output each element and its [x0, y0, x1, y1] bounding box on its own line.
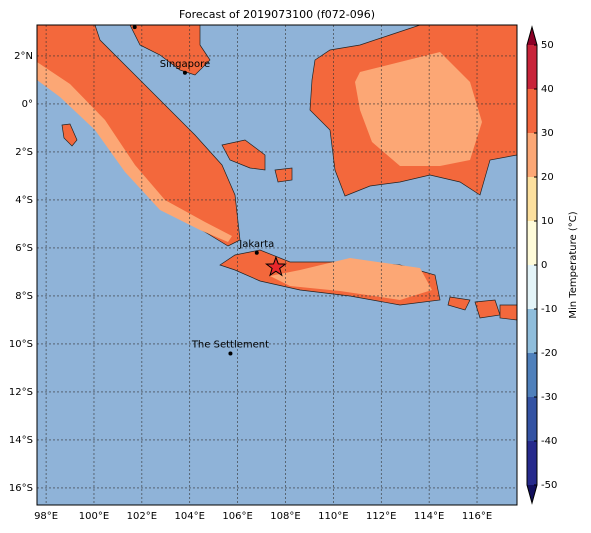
star-marker	[264, 255, 287, 277]
place-label: Jakarta	[238, 239, 274, 250]
place-dot	[182, 70, 187, 75]
place-dot	[254, 250, 259, 255]
y-tick-label: 10°S	[9, 339, 33, 350]
island	[61, 123, 78, 147]
colorbar-tick-label: 0	[541, 260, 547, 271]
sumatra-warm	[37, 62, 232, 242]
place-label: Singapore	[160, 59, 210, 70]
x-tick-label: 98°E	[34, 511, 58, 522]
borneo-warm	[355, 52, 482, 166]
x-tick-label: 114°E	[414, 511, 444, 522]
place-label: The Settlement	[191, 340, 269, 351]
colorbar-tick-label: -20	[541, 348, 557, 359]
colorbar-tick-label: -10	[541, 304, 557, 315]
colorbar-tick-label: 50	[541, 40, 554, 51]
title: Forecast of 2019073100 (f072-096)	[179, 8, 375, 21]
colorbar-band	[527, 441, 537, 485]
y-tick-label: 2°N	[14, 51, 33, 62]
y-tick-label: 16°S	[9, 483, 33, 494]
grid	[37, 25, 517, 505]
colorbar-band	[527, 89, 537, 133]
y-tick-label: 4°S	[15, 195, 33, 206]
colorbar-over	[527, 27, 537, 45]
x-tick-label: 104°E	[175, 511, 205, 522]
belitung	[274, 167, 293, 183]
colorbar-band	[527, 221, 537, 265]
x-tick-label: 102°E	[127, 511, 157, 522]
colorbar-tick-label: -40	[541, 436, 557, 447]
dot	[132, 25, 137, 30]
y-tick-label: 2°S	[15, 147, 33, 158]
colorbar-band	[527, 133, 537, 177]
x-tick-label: 108°E	[270, 511, 300, 522]
x-tick-label: 116°E	[462, 511, 492, 522]
colorbar-tick-label: -30	[541, 392, 557, 403]
x-tick-label: 112°E	[366, 511, 396, 522]
colorbar-band	[527, 353, 537, 397]
y-tick-label: 14°S	[9, 435, 33, 446]
y-tick-label: 12°S	[9, 387, 33, 398]
x-tick-label: 100°E	[79, 511, 109, 522]
colorbar-band	[527, 309, 537, 353]
colorbar-tick-label: 30	[541, 128, 554, 139]
map-frame	[36, 24, 518, 506]
place-dot	[228, 351, 233, 356]
colorbar-label: Min Temperature (°C)	[568, 211, 579, 318]
colorbar-under	[527, 485, 537, 503]
x-tick-label: 106°E	[222, 511, 252, 522]
bali	[447, 296, 471, 311]
java-warm	[270, 258, 432, 300]
colorbar-tick-label: 10	[541, 216, 554, 227]
sumbawa	[499, 304, 517, 321]
colorbar-tick-label: 40	[541, 84, 554, 95]
colorbar-band	[527, 177, 537, 221]
y-tick-label: 6°S	[15, 243, 33, 254]
y-tick-label: 0°	[22, 99, 33, 110]
colorbar-band	[527, 397, 537, 441]
colorbar-band	[527, 265, 537, 309]
colorbar-band	[527, 45, 537, 89]
colorbar-tick-label: -50	[541, 480, 557, 491]
bangka	[221, 139, 266, 171]
x-tick-label: 110°E	[318, 511, 348, 522]
colorbar-tick-label: 20	[541, 172, 554, 183]
y-tick-label: 8°S	[15, 291, 33, 302]
